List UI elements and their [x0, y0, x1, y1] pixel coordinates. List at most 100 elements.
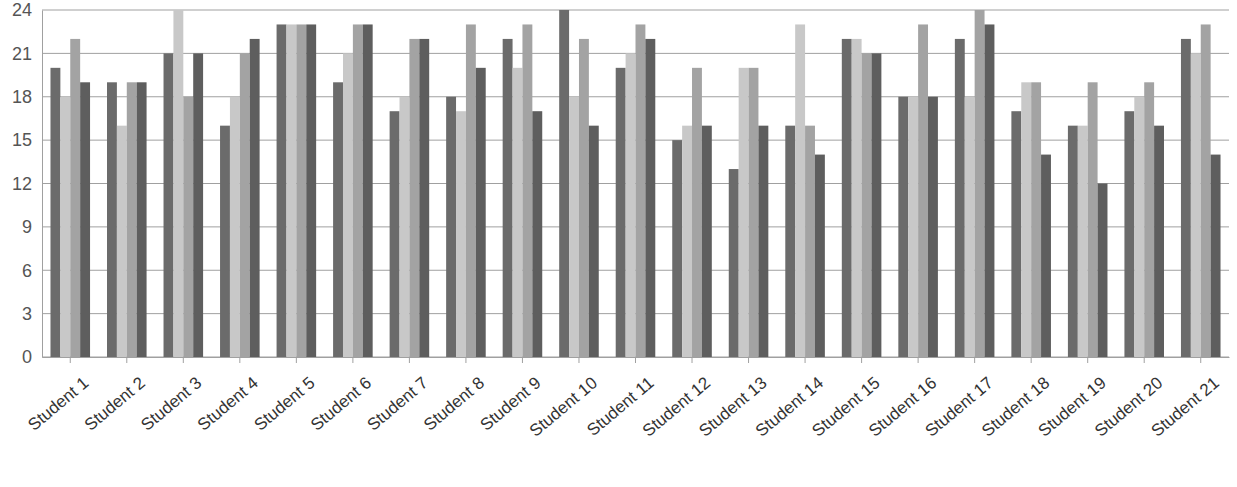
tick-label: 3	[22, 304, 32, 324]
bar	[363, 24, 373, 357]
tick-mark	[861, 357, 862, 363]
bar	[522, 24, 532, 357]
bar	[559, 10, 569, 357]
bar	[616, 68, 626, 357]
bar	[729, 169, 739, 357]
bar	[1098, 184, 1108, 358]
bar	[692, 68, 702, 357]
series	[70, 10, 1210, 357]
tick-mark	[578, 357, 579, 363]
bar	[749, 68, 759, 357]
tick-mark	[1144, 357, 1145, 363]
bar	[183, 97, 193, 357]
tick: Student 21	[1148, 357, 1223, 441]
bar	[589, 126, 599, 357]
bar	[815, 155, 825, 357]
tick: 9	[22, 217, 42, 237]
tick-mark	[748, 357, 749, 363]
bar	[975, 10, 985, 357]
bar	[871, 53, 881, 357]
bar	[805, 126, 815, 357]
tick-mark	[805, 357, 806, 363]
tick-label: Student 2	[81, 373, 149, 434]
bar	[672, 140, 682, 357]
tick-label: 24	[12, 0, 32, 20]
tick: 15	[12, 130, 42, 150]
bar	[70, 39, 80, 357]
bar	[117, 126, 127, 357]
tick-mark	[1031, 357, 1032, 363]
bar	[1011, 111, 1021, 357]
bar	[1154, 126, 1164, 357]
tick-label: 15	[12, 130, 32, 150]
tick-label: Student 8	[420, 373, 488, 434]
tick-mark	[352, 357, 353, 363]
bar	[107, 82, 117, 357]
tick-mark	[70, 357, 71, 363]
bar	[400, 97, 410, 357]
axis-line	[42, 11, 43, 358]
grid	[42, 10, 1229, 357]
bar	[1031, 82, 1041, 357]
bar	[286, 24, 296, 357]
tick-label: 0	[22, 347, 32, 367]
bar	[1088, 82, 1098, 357]
series	[60, 10, 1200, 357]
tick: 18	[12, 87, 42, 107]
tick-label: Student 1	[24, 373, 92, 434]
tick-label: 18	[12, 87, 32, 107]
tick-mark	[522, 357, 523, 363]
tick: 6	[22, 261, 42, 281]
bar	[456, 111, 466, 357]
bar	[758, 126, 768, 357]
y-axis: 03691215182124	[12, 0, 43, 367]
tick-label: Student 5	[250, 373, 318, 434]
tick-mark	[635, 357, 636, 363]
tick-label: 12	[12, 174, 32, 194]
bar	[852, 39, 862, 357]
tick-label: Student 3	[137, 373, 205, 434]
bar	[739, 68, 749, 357]
bar	[579, 39, 589, 357]
bar	[626, 53, 636, 357]
tick-label: 6	[22, 261, 32, 281]
grid-line	[42, 10, 1229, 11]
bar	[296, 24, 306, 357]
bar	[50, 68, 60, 357]
series	[50, 10, 1190, 357]
tick-mark	[692, 357, 693, 363]
bar	[277, 24, 287, 357]
tick: 0	[22, 347, 42, 367]
bar	[1041, 155, 1051, 357]
bar	[928, 97, 938, 357]
bar	[636, 24, 646, 357]
bar	[965, 97, 975, 357]
bar	[955, 39, 965, 357]
bar	[390, 111, 400, 357]
tick: 12	[12, 174, 42, 194]
bar	[1134, 97, 1144, 357]
bar	[1068, 126, 1078, 357]
bar	[513, 68, 523, 357]
bar	[1144, 82, 1154, 357]
tick-mark	[126, 357, 127, 363]
bar	[898, 97, 908, 357]
tick-mark	[974, 357, 975, 363]
series	[80, 24, 1220, 357]
bar	[60, 97, 70, 357]
tick-mark	[465, 357, 466, 363]
tick-mark	[183, 357, 184, 363]
bar	[645, 39, 655, 357]
bar	[240, 53, 250, 357]
tick: 3	[22, 304, 42, 324]
bar	[446, 97, 456, 357]
bar	[785, 126, 795, 357]
tick-label: Student 21	[1148, 373, 1223, 440]
bars	[50, 10, 1220, 357]
bar	[1078, 126, 1088, 357]
tick-mark	[1087, 357, 1088, 363]
bar	[918, 24, 928, 357]
bar	[532, 111, 542, 357]
bar	[409, 39, 419, 357]
tick-mark	[296, 357, 297, 363]
